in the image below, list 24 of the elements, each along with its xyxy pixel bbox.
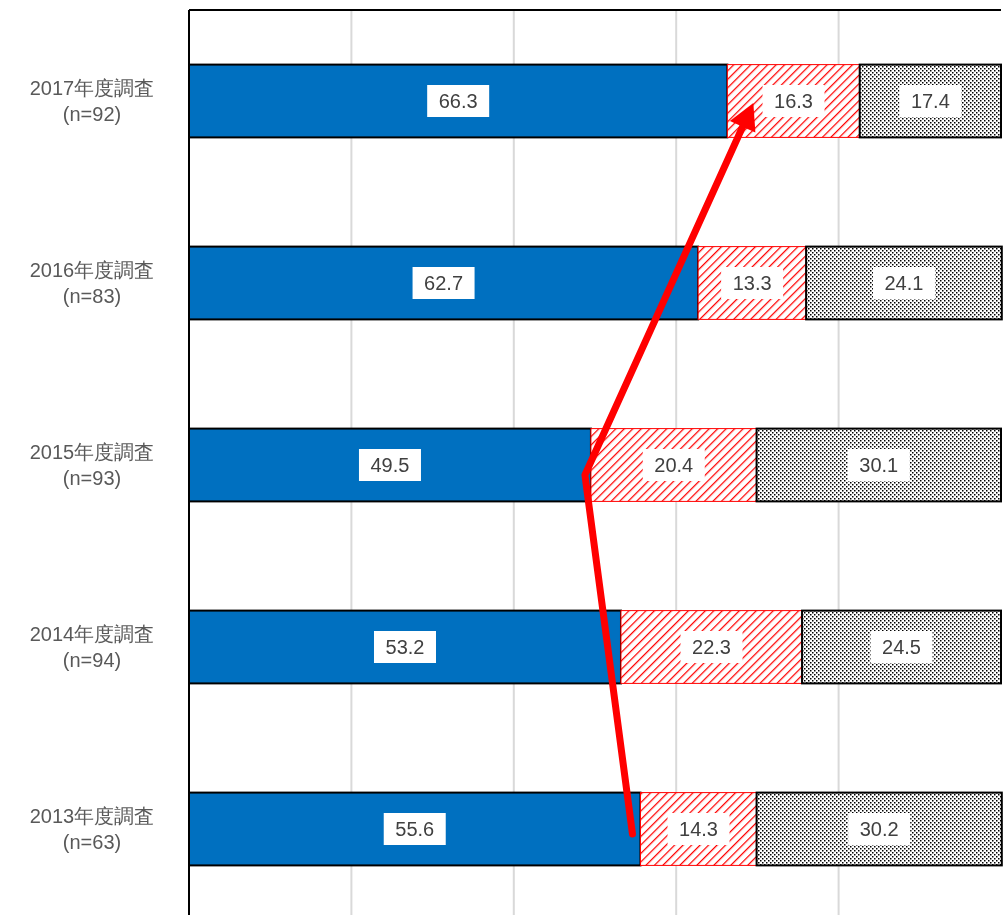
data-label: 24.1: [884, 272, 924, 294]
data-label: 55.6: [395, 818, 435, 840]
y-tick-label: 2015年度調査 (n=93): [29, 441, 155, 489]
data-label: 17.4: [910, 90, 950, 112]
y-tick-label: 2013年度調査 (n=63): [29, 805, 155, 853]
data-label: 24.5: [882, 636, 921, 658]
data-label: 20.4: [654, 454, 694, 476]
y-tick-label: 2014年度調査 (n=94): [29, 623, 155, 671]
y-tick-label: 2016年度調査 (n=83): [29, 259, 155, 307]
data-label: 13.3: [732, 272, 772, 294]
data-label: 14.3: [679, 818, 718, 840]
data-label: 66.3: [438, 90, 478, 112]
data-label: 53.2: [385, 636, 425, 658]
bar: [805, 245, 1003, 321]
bar: [755, 427, 1002, 503]
data-label: 16.3: [774, 90, 813, 112]
data-label: 22.3: [692, 636, 731, 658]
bar: [755, 791, 1003, 867]
bar: [801, 609, 1002, 685]
data-label: 62.7: [424, 272, 464, 294]
data-label: 30.1: [859, 454, 899, 476]
data-label: 49.5: [370, 454, 410, 476]
data-label: 30.2: [859, 818, 899, 840]
y-tick-label: 2017年度調査 (n=92): [29, 77, 155, 125]
